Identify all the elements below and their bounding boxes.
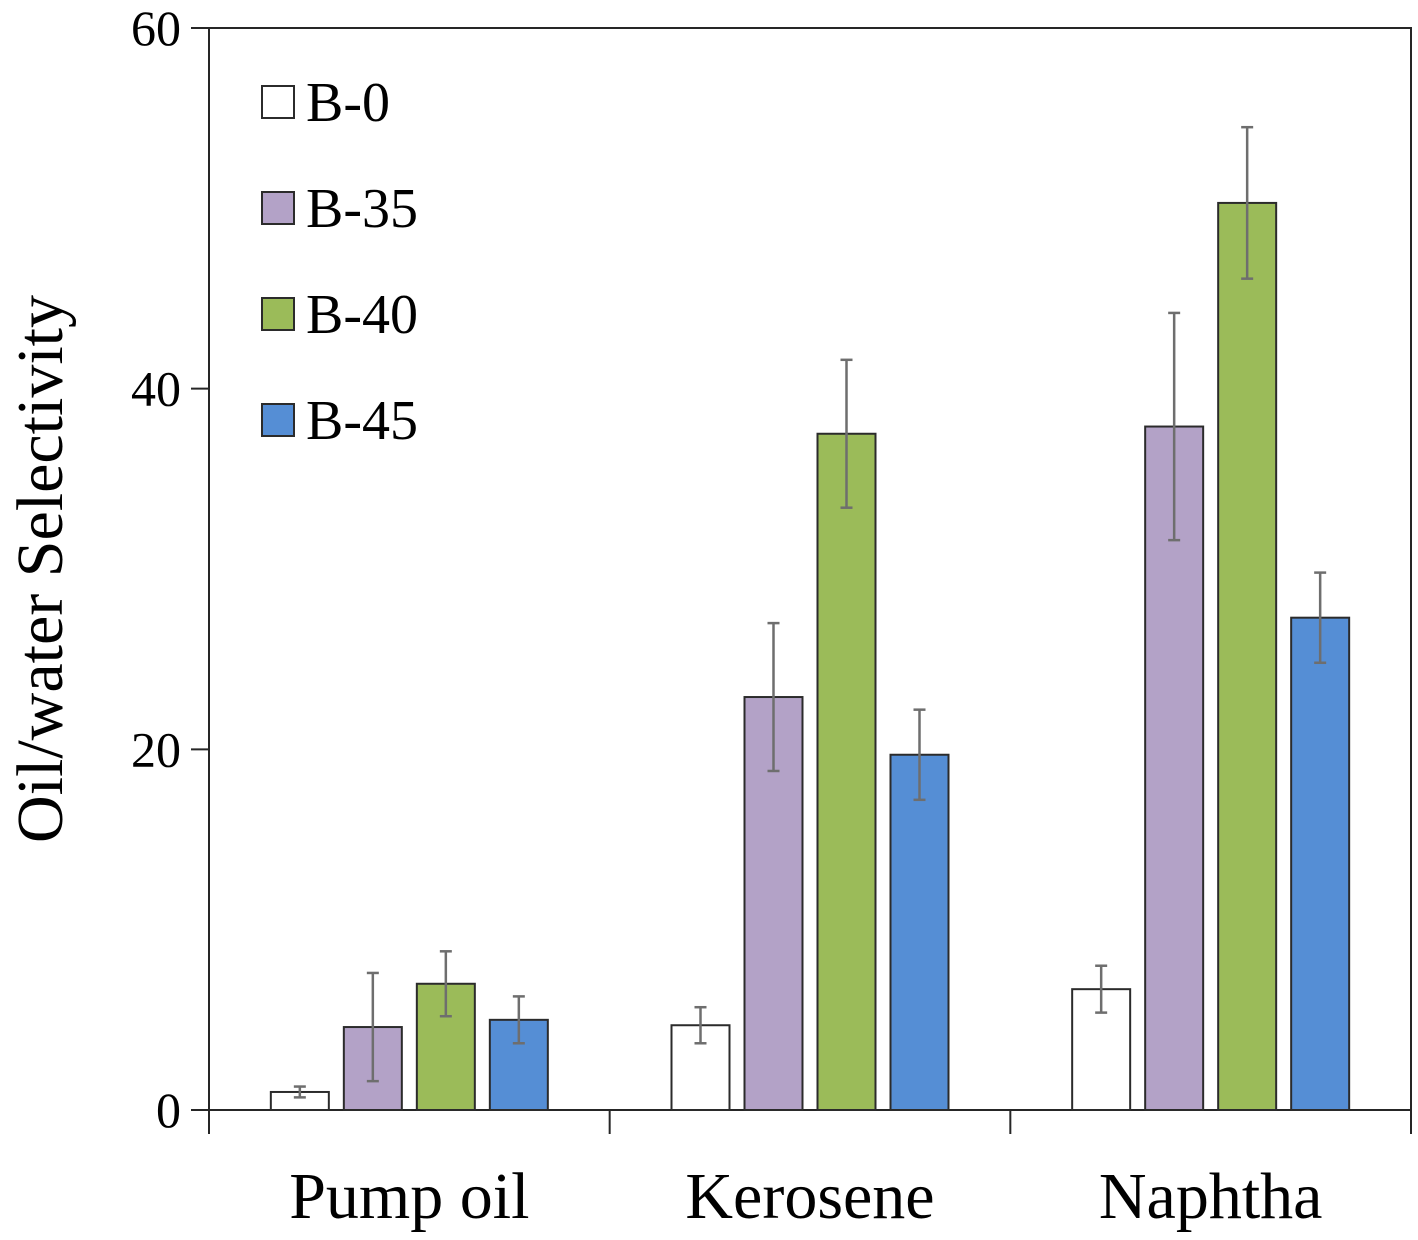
plot-frame (208, 27, 1412, 1111)
y-tick-label: 40 (131, 361, 181, 417)
legend-label: B-40 (306, 284, 418, 346)
bar-series (269, 125, 1351, 1112)
bar-b-35-kerosene (743, 696, 804, 1112)
legend-swatch (261, 403, 295, 437)
bar-b-45-naphtha (1290, 616, 1351, 1111)
y-tick-label: 0 (156, 1082, 181, 1138)
category-label: Pump oil (289, 1160, 529, 1233)
bar-b-45-kerosene (889, 753, 950, 1111)
legend-label: B-35 (306, 178, 418, 240)
bar-b-40-kerosene (816, 432, 877, 1111)
y-axis-label: Oil/water Selectivity (4, 295, 77, 843)
legend-swatch (261, 191, 295, 225)
x-axis: Pump oil Kerosene Naphtha (208, 1110, 1412, 1233)
legend-swatch (261, 85, 295, 119)
y-tick-label: 60 (131, 0, 181, 56)
category-label: Naphtha (1099, 1160, 1323, 1233)
bar-b-40-naphtha (1217, 201, 1278, 1111)
bar-b-0-naphtha (1071, 988, 1132, 1112)
legend: B-0 B-35 B-40 B-45 (261, 72, 418, 452)
bar-b-40-pump-oil (415, 982, 476, 1111)
legend-label: B-45 (306, 390, 418, 452)
y-axis-ticks: 0 20 40 60 (131, 0, 209, 1138)
legend-swatch (261, 297, 295, 331)
legend-label: B-0 (306, 72, 390, 134)
category-label: Kerosene (685, 1160, 934, 1233)
y-tick-label: 20 (131, 721, 181, 777)
